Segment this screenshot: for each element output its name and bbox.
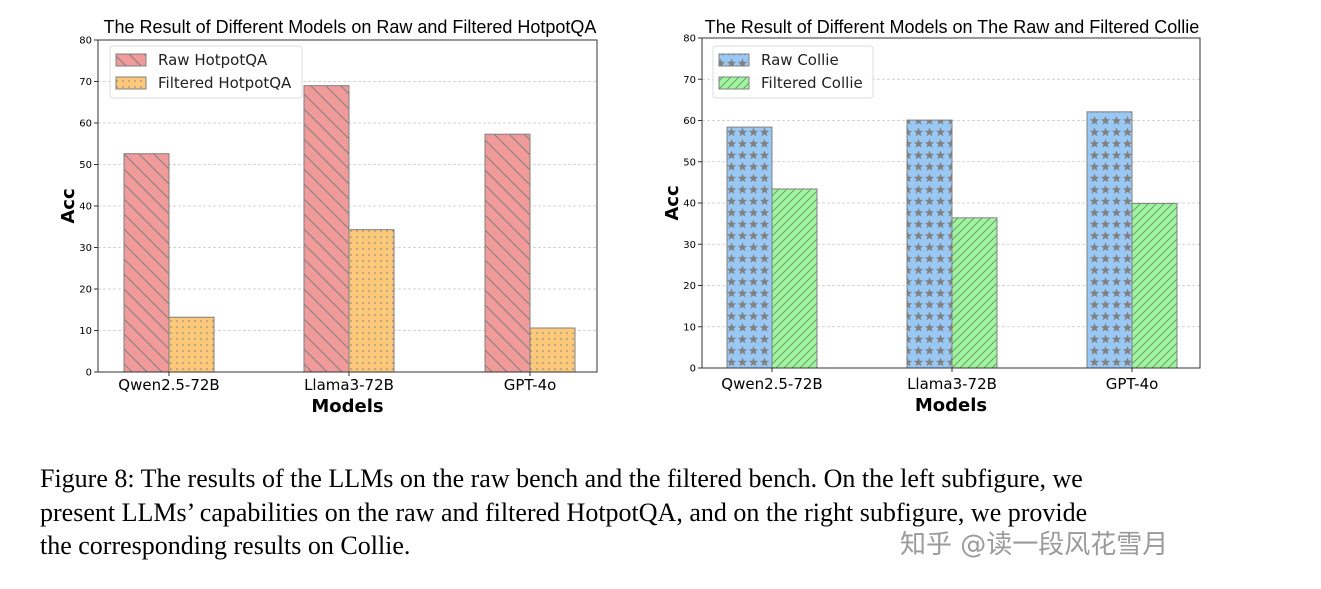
x-tick-label: Llama3-72B bbox=[907, 375, 997, 393]
axes-frame bbox=[701, 37, 1201, 369]
legend-box bbox=[712, 45, 874, 99]
x-tick-label: Qwen2.5-72B bbox=[721, 375, 822, 393]
bar-hatch bbox=[123, 153, 170, 373]
y-tick-label: 80 bbox=[683, 34, 696, 45]
bar-hatch bbox=[1086, 111, 1133, 369]
figure-caption: Figure 8: The results of the LLMs on the… bbox=[40, 462, 1087, 563]
watermark: 知乎 @读一段风花雪月 bbox=[900, 530, 1169, 560]
y-axis-label: Acc bbox=[662, 185, 683, 220]
y-tick-label: 70 bbox=[683, 75, 696, 86]
legend-swatch-hatch bbox=[718, 53, 750, 67]
bar-hatch bbox=[529, 327, 576, 373]
axes-frame bbox=[97, 39, 598, 373]
bar-hatch bbox=[726, 126, 773, 369]
y-tick-label: 0 bbox=[86, 368, 92, 379]
bar-hatch bbox=[348, 229, 395, 373]
y-tick-label: 10 bbox=[683, 322, 696, 333]
y-tick-label: 40 bbox=[79, 202, 92, 213]
y-tick-label: 60 bbox=[79, 119, 92, 130]
y-tick-label: 80 bbox=[79, 36, 92, 47]
y-tick-label: 70 bbox=[79, 77, 92, 88]
legend-label: Raw HotpotQA bbox=[158, 51, 268, 69]
bar-hatch bbox=[168, 316, 215, 373]
legend-swatch-hatch bbox=[718, 76, 750, 90]
bar-hatch bbox=[1131, 202, 1178, 369]
x-tick-label: GPT-4o bbox=[504, 376, 557, 394]
bar-hatch bbox=[906, 119, 953, 369]
y-axis-label: Acc bbox=[58, 188, 79, 223]
legend: Raw HotpotQA Filtered HotpotQA bbox=[109, 45, 303, 99]
legend-box bbox=[109, 45, 303, 99]
x-tick-label: GPT-4o bbox=[1106, 375, 1159, 393]
legend-label: Filtered HotpotQA bbox=[158, 74, 292, 92]
y-tick-label: 50 bbox=[79, 160, 92, 171]
bar-hatch bbox=[303, 85, 350, 373]
y-tick-label: 40 bbox=[683, 199, 696, 210]
y-tick-label: 20 bbox=[683, 281, 696, 292]
bar-hatch bbox=[771, 188, 818, 369]
caption-line: the corresponding results on Collie. bbox=[40, 531, 411, 560]
caption-line: Figure 8: The results of the LLMs on the… bbox=[40, 464, 1083, 493]
legend-label: Filtered Collie bbox=[761, 74, 863, 92]
y-tick-label: 60 bbox=[683, 116, 696, 127]
y-tick-label: 10 bbox=[79, 326, 92, 337]
chart-title: The Result of Different Models on Raw an… bbox=[104, 17, 597, 37]
y-tick-label: 20 bbox=[79, 285, 92, 296]
y-tick-label: 0 bbox=[690, 364, 696, 375]
legend-swatch-hatch bbox=[115, 53, 147, 67]
legend-label: Raw Collie bbox=[761, 51, 839, 69]
caption-line: present LLMs’ capabilities on the raw an… bbox=[40, 497, 1088, 527]
subplot-2: The Result of Different Models on The Ra… bbox=[662, 17, 1201, 416]
y-tick-label: 30 bbox=[79, 243, 92, 254]
x-tick-label: Qwen2.5-72B bbox=[118, 376, 219, 394]
y-tick-label: 30 bbox=[683, 240, 696, 251]
subplot-1: The Result of Different Models on Raw an… bbox=[58, 17, 598, 417]
chart-title: The Result of Different Models on The Ra… bbox=[705, 17, 1200, 37]
x-axis-label: Models bbox=[311, 396, 383, 417]
legend-swatch-hatch bbox=[115, 76, 147, 90]
x-tick-label: Llama3-72B bbox=[304, 376, 394, 394]
bar-hatch bbox=[484, 133, 531, 373]
y-tick-label: 50 bbox=[683, 157, 696, 168]
x-axis-label: Models bbox=[915, 395, 987, 416]
bar-hatch bbox=[951, 217, 998, 369]
legend: Raw Collie Filtered Collie bbox=[712, 45, 874, 99]
